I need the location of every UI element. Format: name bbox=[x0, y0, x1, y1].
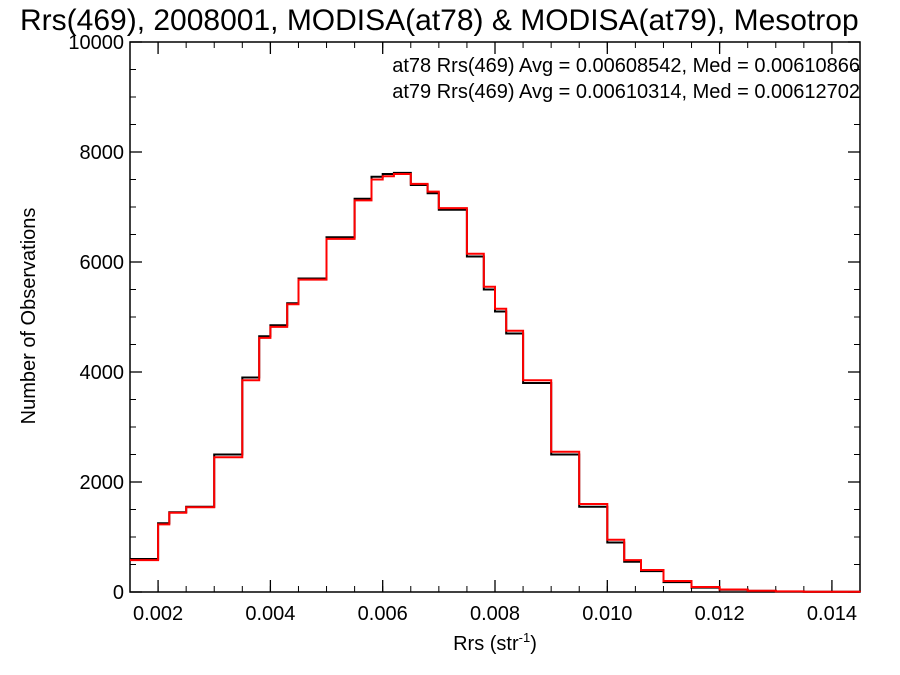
y-tick-label: 10000 bbox=[68, 32, 124, 54]
plot-frame bbox=[129, 41, 861, 593]
x-tick-label: 0.004 bbox=[245, 603, 295, 625]
y-tick-label: 4000 bbox=[80, 362, 125, 384]
x-tick-label: 0.010 bbox=[582, 603, 632, 625]
annotation-at78: at78 Rrs(469) Avg = 0.00608542, Med = 0.… bbox=[392, 55, 860, 77]
series-at78 bbox=[130, 171, 861, 593]
x-axis-label-main: Rrs (str bbox=[453, 633, 519, 655]
x-tick-label: 0.012 bbox=[695, 603, 745, 625]
y-tick-label: 8000 bbox=[80, 142, 125, 164]
x-tick-label: 0.006 bbox=[358, 603, 408, 625]
x-tick-label: 0.002 bbox=[133, 603, 183, 625]
y-tick-label: 2000 bbox=[80, 472, 125, 494]
y-tick-label: 6000 bbox=[80, 252, 125, 274]
x-axis-label: Rrs (str-1) bbox=[453, 630, 537, 655]
x-tick-label: 0.008 bbox=[470, 603, 520, 625]
series-at79 bbox=[130, 173, 861, 593]
x-tick-label: 0.014 bbox=[807, 603, 857, 625]
y-tick-label: 0 bbox=[113, 582, 124, 604]
y-axis-label: Number of Observations bbox=[18, 208, 40, 425]
x-axis-label-close: ) bbox=[530, 633, 537, 655]
y-axis-ticks: 0 2000 4000 6000 8000 10000 bbox=[68, 32, 860, 604]
series-line-at79 bbox=[130, 173, 861, 593]
series-line-at78 bbox=[130, 171, 861, 593]
x-axis-label-superscript: -1 bbox=[519, 630, 531, 645]
x-axis-ticks: 0.002 0.004 0.006 0.008 0.010 0.012 0.014 bbox=[129, 42, 861, 625]
chart-title: Rrs(469), 2008001, MODISA(at78) & MODISA… bbox=[20, 4, 859, 37]
annotation-at79: at79 Rrs(469) Avg = 0.00610314, Med = 0.… bbox=[392, 81, 860, 103]
